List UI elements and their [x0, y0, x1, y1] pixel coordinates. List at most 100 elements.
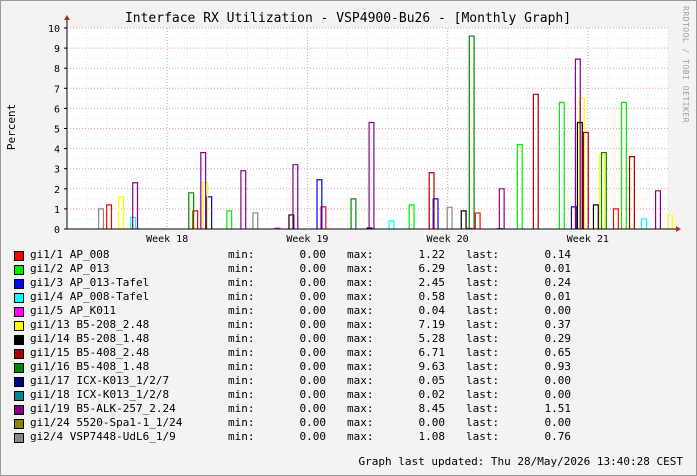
legend-last-label: last: [466, 332, 500, 345]
series-spike [226, 210, 233, 229]
legend-last-value: 0.93 [544, 360, 572, 373]
legend-max-label: max: [347, 304, 374, 317]
legend-max-value: 0.02 [418, 388, 446, 401]
series-spike [474, 212, 481, 229]
legend-max-label: max: [347, 248, 374, 261]
y-tick-label: 0 [54, 225, 60, 236]
legend-max-value: 6.71 [418, 346, 446, 359]
legend-min-value: 0.00 [299, 360, 327, 373]
legend-swatch [14, 405, 24, 415]
legend-max-label: max: [347, 262, 374, 275]
series-spike [628, 156, 635, 229]
legend-min-label: min: [228, 374, 255, 387]
legend-min-label: min: [228, 430, 255, 443]
legend-min-value: 0.00 [299, 304, 327, 317]
y-tick-label: 3 [54, 165, 60, 176]
series-gi2-4 [98, 206, 453, 229]
legend-last-label: last: [466, 290, 500, 303]
series-spike [516, 143, 523, 229]
legend-last-value: 0.29 [544, 332, 572, 345]
legend-last-value: 0.24 [544, 276, 572, 289]
legend-last-value: 0.00 [544, 416, 572, 429]
legend-series-name: gi1/13 B5-208_2.48 [30, 318, 150, 331]
legend-last-value: 0.01 [544, 262, 572, 275]
legend-last-label: last: [466, 248, 500, 261]
legend-min-value: 0.00 [299, 318, 327, 331]
legend-min-label: min: [228, 416, 255, 429]
legend-last-label: last: [466, 416, 500, 429]
series-spike [558, 101, 565, 229]
series-spike [498, 188, 505, 229]
legend-series-name: gi1/1 AP_008 [30, 248, 110, 261]
legend-last-label: last: [466, 388, 500, 401]
legend-series-name: gi1/4 AP_008-Tafel [30, 290, 150, 303]
legend-last-label: last: [466, 360, 500, 373]
legend-max-value: 2.45 [418, 276, 446, 289]
series-spike [98, 208, 105, 229]
grid-lines [66, 27, 669, 230]
legend-min-value: 0.00 [299, 416, 327, 429]
series-spike [640, 218, 647, 229]
legend-max-label: max: [347, 388, 374, 401]
y-tick-label: 2 [54, 185, 60, 196]
series-gi1-1 [106, 204, 619, 229]
legend-last-label: last: [466, 318, 500, 331]
legend-min-value: 0.00 [299, 388, 327, 401]
series-spike [288, 214, 295, 229]
series-spike [106, 204, 113, 229]
y-tick-label: 7 [54, 84, 60, 95]
legend-swatch [14, 377, 24, 387]
legend-max-label: max: [347, 402, 374, 415]
y-tick-label: 4 [54, 145, 60, 156]
series-spike [432, 198, 439, 229]
axes [64, 15, 681, 232]
legend-max-label: max: [347, 374, 374, 387]
series-spike [350, 198, 357, 229]
legend-min-label: min: [228, 360, 255, 373]
x-tick-label: Week 18 [146, 234, 188, 245]
legend-max-label: max: [347, 290, 374, 303]
legend-min-label: min: [228, 248, 255, 261]
legend-last-label: last: [466, 262, 500, 275]
legend-swatch [14, 307, 24, 317]
legend-min-label: min: [228, 332, 255, 345]
legend-max-value: 0.58 [418, 290, 446, 303]
y-tick-label: 6 [54, 104, 60, 115]
y-tick-label: 1 [54, 205, 60, 216]
legend-min-value: 0.00 [299, 430, 327, 443]
legend-series-name: gi1/16 B5-408_1.48 [30, 360, 150, 373]
legend-min-value: 0.00 [299, 262, 327, 275]
series-spike [320, 206, 327, 229]
series-spike [654, 190, 661, 229]
legend-max-label: max: [347, 332, 374, 345]
legend-swatch [14, 293, 24, 303]
series-spike [252, 212, 259, 229]
y-axis-arrow [64, 15, 70, 20]
legend-max-value: 6.29 [418, 262, 446, 275]
legend-max-label: max: [347, 276, 374, 289]
legend-max-value: 0.04 [418, 304, 446, 317]
legend-last-label: last: [466, 402, 500, 415]
x-axis-arrow [676, 226, 681, 232]
series-spike [666, 214, 674, 229]
series-spike [468, 35, 475, 229]
legend-last-value: 0.37 [544, 318, 572, 331]
legend-min-label: min: [228, 304, 255, 317]
series-spike [460, 210, 467, 229]
legend-last-label: last: [466, 276, 500, 289]
legend-max-label: max: [347, 346, 374, 359]
series-gi1-2 [226, 101, 627, 229]
legend-series-name: gi1/2 AP_013 [30, 262, 110, 275]
legend-series-name: gi1/15 B5-408_2.48 [30, 346, 150, 359]
legend-series-name: gi1/14 B5-208_1.48 [30, 332, 150, 345]
y-tick-label: 10 [48, 24, 60, 35]
series-spike [574, 58, 581, 229]
y-tick-label: 9 [54, 44, 60, 55]
legend-max-value: 1.22 [418, 248, 446, 261]
legend-series-name: gi1/18 ICX-K013_1/2/8 [30, 388, 170, 401]
legend-max-label: max: [347, 430, 374, 443]
legend-series-name: gi1/24 5520-Spa1-1_1/24 [30, 416, 183, 429]
legend-min-value: 0.00 [299, 346, 327, 359]
legend-swatch [14, 265, 24, 275]
